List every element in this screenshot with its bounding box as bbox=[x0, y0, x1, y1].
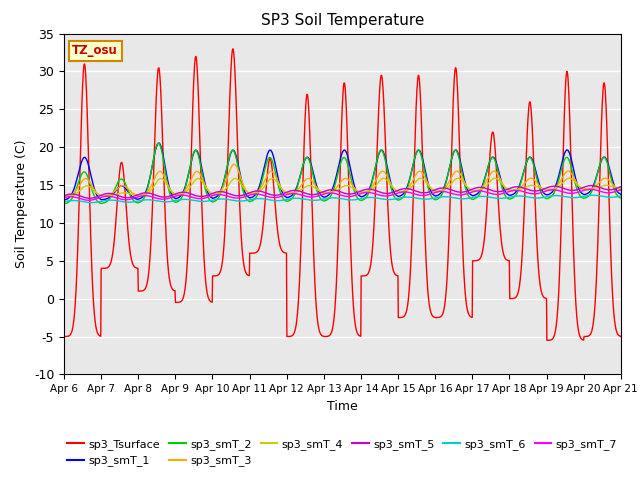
sp3_smT_2 bbox=[171, 199, 179, 205]
sp3_smT_1 bbox=[617, 192, 625, 197]
sp3_smT_6 bbox=[171, 198, 179, 204]
sp3_smT_6 bbox=[246, 197, 254, 203]
sp3_Tsurface bbox=[552, 328, 559, 334]
sp3_Tsurface bbox=[184, 250, 191, 255]
sp3_smT_2 bbox=[429, 196, 437, 202]
sp3_smT_6 bbox=[60, 199, 68, 204]
sp3_smT_2 bbox=[246, 199, 254, 204]
sp3_smT_4 bbox=[170, 191, 178, 196]
sp3_smT_7 bbox=[502, 190, 509, 195]
sp3_smT_1 bbox=[502, 190, 509, 195]
sp3_smT_1 bbox=[60, 197, 68, 203]
sp3_smT_5 bbox=[502, 187, 509, 193]
sp3_smT_3 bbox=[230, 161, 238, 167]
Line: sp3_smT_4: sp3_smT_4 bbox=[64, 178, 621, 196]
sp3_smT_3 bbox=[617, 187, 625, 192]
sp3_smT_4 bbox=[60, 193, 68, 199]
sp3_smT_2 bbox=[551, 188, 559, 194]
sp3_smT_4 bbox=[246, 191, 254, 197]
sp3_smT_2 bbox=[502, 193, 509, 199]
sp3_smT_7 bbox=[246, 192, 254, 198]
sp3_Tsurface bbox=[170, 288, 178, 293]
sp3_smT_4 bbox=[184, 187, 191, 193]
sp3_Tsurface bbox=[543, 337, 551, 343]
Title: SP3 Soil Temperature: SP3 Soil Temperature bbox=[260, 13, 424, 28]
Line: sp3_smT_3: sp3_smT_3 bbox=[64, 164, 621, 196]
sp3_smT_3 bbox=[551, 185, 559, 191]
sp3_smT_2 bbox=[184, 173, 192, 179]
sp3_Tsurface bbox=[246, 251, 254, 256]
sp3_smT_5 bbox=[551, 183, 559, 189]
sp3_smT_1 bbox=[171, 195, 179, 201]
sp3_smT_3 bbox=[429, 188, 437, 193]
sp3_smT_1 bbox=[246, 195, 254, 201]
sp3_smT_3 bbox=[60, 193, 68, 199]
sp3_smT_7 bbox=[184, 193, 192, 199]
sp3_Tsurface bbox=[229, 46, 237, 52]
sp3_smT_6 bbox=[88, 200, 95, 205]
sp3_smT_1 bbox=[155, 140, 163, 146]
sp3_Tsurface bbox=[502, 256, 509, 262]
sp3_smT_7 bbox=[586, 186, 594, 192]
sp3_smT_6 bbox=[502, 195, 509, 201]
Legend: sp3_Tsurface, sp3_smT_1, sp3_smT_2, sp3_smT_3, sp3_smT_4, sp3_smT_5, sp3_smT_6, : sp3_Tsurface, sp3_smT_1, sp3_smT_2, sp3_… bbox=[63, 434, 622, 471]
sp3_Tsurface bbox=[429, 313, 437, 319]
sp3_Tsurface bbox=[60, 334, 68, 339]
sp3_smT_5 bbox=[617, 184, 625, 190]
sp3_smT_6 bbox=[551, 192, 559, 198]
Text: TZ_osu: TZ_osu bbox=[72, 44, 118, 57]
sp3_smT_5 bbox=[171, 192, 179, 197]
X-axis label: Time: Time bbox=[327, 400, 358, 413]
Line: sp3_Tsurface: sp3_Tsurface bbox=[64, 49, 621, 340]
sp3_smT_5 bbox=[246, 190, 254, 195]
sp3_smT_7 bbox=[617, 187, 625, 192]
sp3_smT_2 bbox=[155, 140, 163, 146]
sp3_smT_1 bbox=[551, 184, 559, 190]
sp3_smT_5 bbox=[184, 190, 192, 196]
sp3_smT_6 bbox=[429, 195, 437, 201]
sp3_smT_5 bbox=[429, 188, 437, 193]
Line: sp3_smT_7: sp3_smT_7 bbox=[64, 189, 621, 200]
sp3_smT_1 bbox=[184, 172, 192, 178]
sp3_smT_4 bbox=[566, 175, 573, 181]
Line: sp3_smT_2: sp3_smT_2 bbox=[64, 143, 621, 204]
sp3_smT_4 bbox=[617, 186, 625, 192]
sp3_smT_5 bbox=[588, 183, 595, 189]
Y-axis label: Soil Temperature (C): Soil Temperature (C) bbox=[15, 140, 28, 268]
sp3_smT_3 bbox=[184, 183, 191, 189]
Line: sp3_smT_6: sp3_smT_6 bbox=[64, 195, 621, 203]
sp3_smT_4 bbox=[429, 187, 436, 192]
sp3_smT_2 bbox=[60, 201, 68, 206]
Line: sp3_smT_1: sp3_smT_1 bbox=[64, 143, 621, 200]
sp3_smT_7 bbox=[85, 197, 93, 203]
sp3_Tsurface bbox=[617, 334, 625, 339]
sp3_smT_4 bbox=[551, 186, 559, 192]
sp3_smT_5 bbox=[60, 193, 68, 199]
sp3_smT_4 bbox=[502, 185, 509, 191]
sp3_smT_2 bbox=[617, 195, 625, 201]
sp3_smT_5 bbox=[86, 195, 94, 201]
sp3_smT_3 bbox=[246, 191, 254, 197]
sp3_smT_1 bbox=[429, 192, 437, 197]
sp3_smT_7 bbox=[60, 195, 68, 201]
sp3_smT_7 bbox=[171, 193, 179, 199]
sp3_smT_6 bbox=[589, 192, 597, 198]
sp3_smT_7 bbox=[429, 190, 437, 196]
sp3_smT_7 bbox=[551, 187, 559, 193]
sp3_smT_3 bbox=[502, 186, 509, 192]
sp3_smT_3 bbox=[170, 191, 178, 197]
sp3_smT_6 bbox=[184, 197, 192, 203]
sp3_smT_6 bbox=[617, 193, 625, 199]
Line: sp3_smT_5: sp3_smT_5 bbox=[64, 186, 621, 198]
